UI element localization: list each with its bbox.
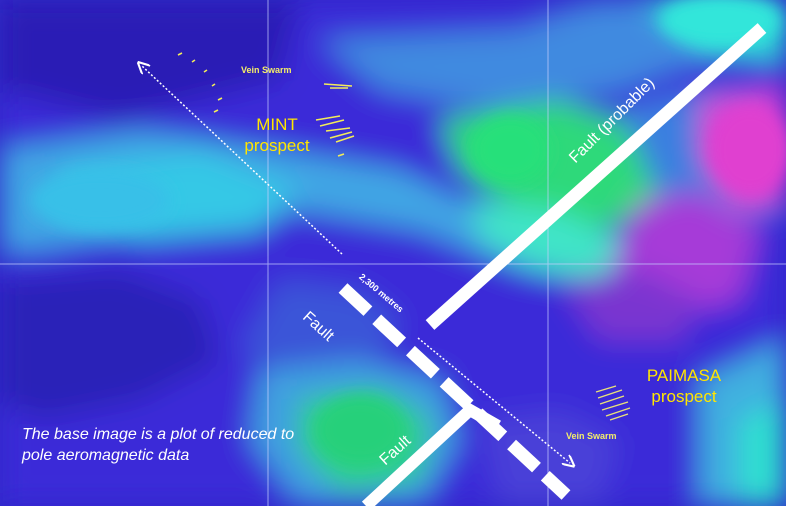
fault-dashed-line <box>338 283 571 500</box>
mint-prospect-label: MINT prospect <box>237 114 317 156</box>
paimasa-vein-swarm-traces <box>595 385 631 421</box>
vein-swarm-label-mint: Vein Swarm <box>241 65 292 75</box>
paimasa-prospect-name: PAIMASA <box>646 366 722 385</box>
distance-arrow-northwest <box>142 66 343 255</box>
mint-prospect-name: MINT <box>256 115 298 134</box>
fault-bend-line <box>361 402 501 506</box>
anomaly-highlights <box>30 0 786 465</box>
paimasa-prospect-label: PAIMASA prospect <box>634 365 734 407</box>
fault-probable-line <box>425 23 767 330</box>
base-image-caption: The base image is a plot of reduced to p… <box>22 426 295 464</box>
mint-vein-swarm-traces <box>177 52 355 157</box>
paimasa-prospect-suffix: prospect <box>651 387 717 406</box>
vein-swarm-label-paimasa: Vein Swarm <box>566 431 617 441</box>
distance-arrow-southeast <box>417 337 570 463</box>
mint-prospect-suffix: prospect <box>244 136 310 155</box>
